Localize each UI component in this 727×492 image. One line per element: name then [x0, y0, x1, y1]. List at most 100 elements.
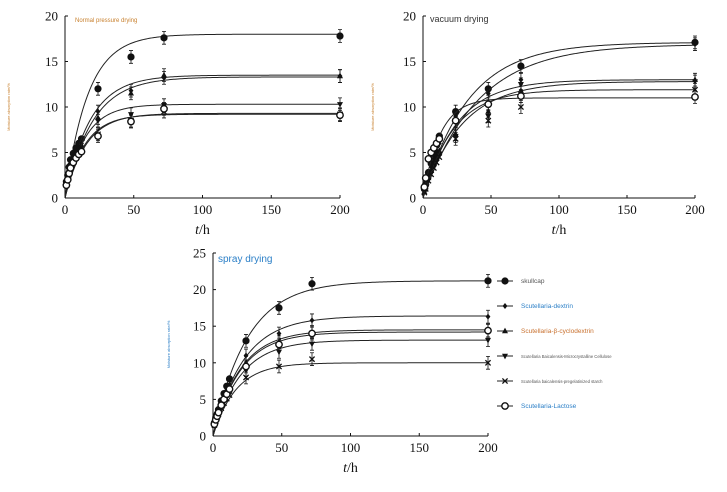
series-2 [63, 69, 343, 199]
series-6 [210, 323, 492, 437]
data-point [485, 313, 491, 320]
data-point [430, 164, 437, 172]
series-fit-line [422, 81, 695, 199]
x-tick-label: 50 [127, 202, 140, 217]
data-point [336, 32, 344, 40]
series-fit-line [422, 97, 695, 199]
x-tick-label: 200 [478, 440, 498, 455]
x-tick-label: 200 [330, 202, 350, 217]
x-tick-label: 200 [685, 202, 705, 217]
data-point [451, 116, 460, 125]
data-point [160, 104, 168, 113]
data-point [517, 82, 524, 88]
data-point [436, 153, 443, 161]
data-point [692, 79, 698, 85]
data-point [308, 356, 316, 363]
legend-marker [501, 402, 509, 410]
data-point [485, 337, 491, 344]
series-fit-line [422, 79, 695, 199]
data-point [484, 100, 493, 109]
x-tick-label: 150 [262, 202, 282, 217]
data-point [485, 117, 492, 124]
data-point [214, 408, 223, 417]
series-fit-line [64, 74, 340, 199]
chart-panel-2: 0 50 100 150 200 0 5 10 15 20 t/h Moisture absorpti… [370, 9, 705, 239]
series-2 [211, 309, 491, 437]
data-point [308, 280, 316, 288]
x-tick-label: 100 [549, 202, 569, 217]
series-fit-line [64, 33, 340, 199]
data-point [430, 163, 437, 170]
data-point [692, 41, 698, 48]
data-point [435, 134, 444, 143]
chart-panel-1: 0 50 100 150 200 0 5 10 15 20 t/h Moisture absorpti… [6, 9, 350, 239]
series-fit-line [422, 42, 696, 199]
series-fit-line [64, 76, 340, 199]
series-5 [421, 82, 699, 199]
data-point [77, 147, 86, 156]
data-point [337, 102, 343, 108]
data-point [242, 337, 250, 345]
data-point [275, 363, 283, 370]
series-4 [211, 333, 491, 437]
x-tick-label: 100 [341, 440, 361, 455]
data-point [484, 326, 492, 335]
chart-title: spray drying [218, 254, 272, 265]
data-point [420, 183, 429, 191]
series-6 [62, 102, 344, 199]
legend-marker [502, 303, 508, 309]
chart-panel-3: 0 50 100 150 200 0 5 10 15 20 25 t/h Moisture absorp… [166, 246, 612, 477]
data-point [95, 118, 101, 125]
y-tick-label: 0 [52, 191, 59, 206]
data-point [517, 92, 525, 100]
data-point [691, 93, 699, 101]
y-tick-label: 10 [45, 100, 58, 115]
data-point [485, 90, 491, 97]
x-axis-label: t/h [195, 223, 210, 238]
y-tick-label: 15 [403, 54, 416, 69]
data-point [424, 154, 433, 163]
data-point [421, 174, 430, 182]
data-point [691, 86, 699, 93]
series-3 [63, 68, 343, 199]
series-fit-line [212, 362, 488, 437]
series-5 [211, 352, 492, 437]
legend: skullcap Scutellaria-dextrin Scutellaria-β… [497, 277, 612, 410]
data-point [242, 362, 250, 371]
data-point [225, 385, 234, 394]
data-point [128, 89, 134, 96]
y-axis-label: Moisture absorption rate/% [166, 320, 171, 368]
y-axis-label: Moisture absorption rate/% [6, 83, 11, 131]
series-fit-line [422, 89, 695, 199]
legend-marker [501, 277, 509, 285]
y-tick-label: 15 [45, 54, 58, 69]
data-point [433, 159, 440, 166]
y-tick-label: 5 [410, 145, 417, 160]
legend-marker [501, 377, 509, 385]
x-tick-label: 150 [617, 202, 637, 217]
series-4 [421, 74, 698, 199]
x-tick-label: 100 [193, 202, 213, 217]
data-point [517, 103, 524, 111]
data-point [243, 352, 249, 359]
chart-title: Normal pressure drying [75, 18, 137, 24]
x-axis-label: t/h [343, 461, 358, 476]
data-point [276, 330, 282, 337]
data-point [309, 341, 315, 348]
x-tick-label: 0 [62, 202, 69, 217]
data-point [436, 152, 443, 158]
x-tick-label: 0 [420, 202, 427, 217]
data-point [452, 135, 459, 142]
y-tick-label: 0 [410, 191, 417, 206]
data-point [337, 72, 343, 79]
data-point [161, 71, 167, 78]
data-point [484, 359, 492, 366]
legend-marker [502, 353, 508, 360]
y-tick-label: 10 [193, 355, 206, 370]
data-point [94, 85, 102, 93]
legend-label: Scutellaria-dextrin [521, 303, 573, 310]
legend-label: Scutellaria baicalensis-pregelatinized s… [521, 379, 603, 384]
data-point [309, 317, 315, 324]
legend-label: skullcap [521, 278, 545, 285]
